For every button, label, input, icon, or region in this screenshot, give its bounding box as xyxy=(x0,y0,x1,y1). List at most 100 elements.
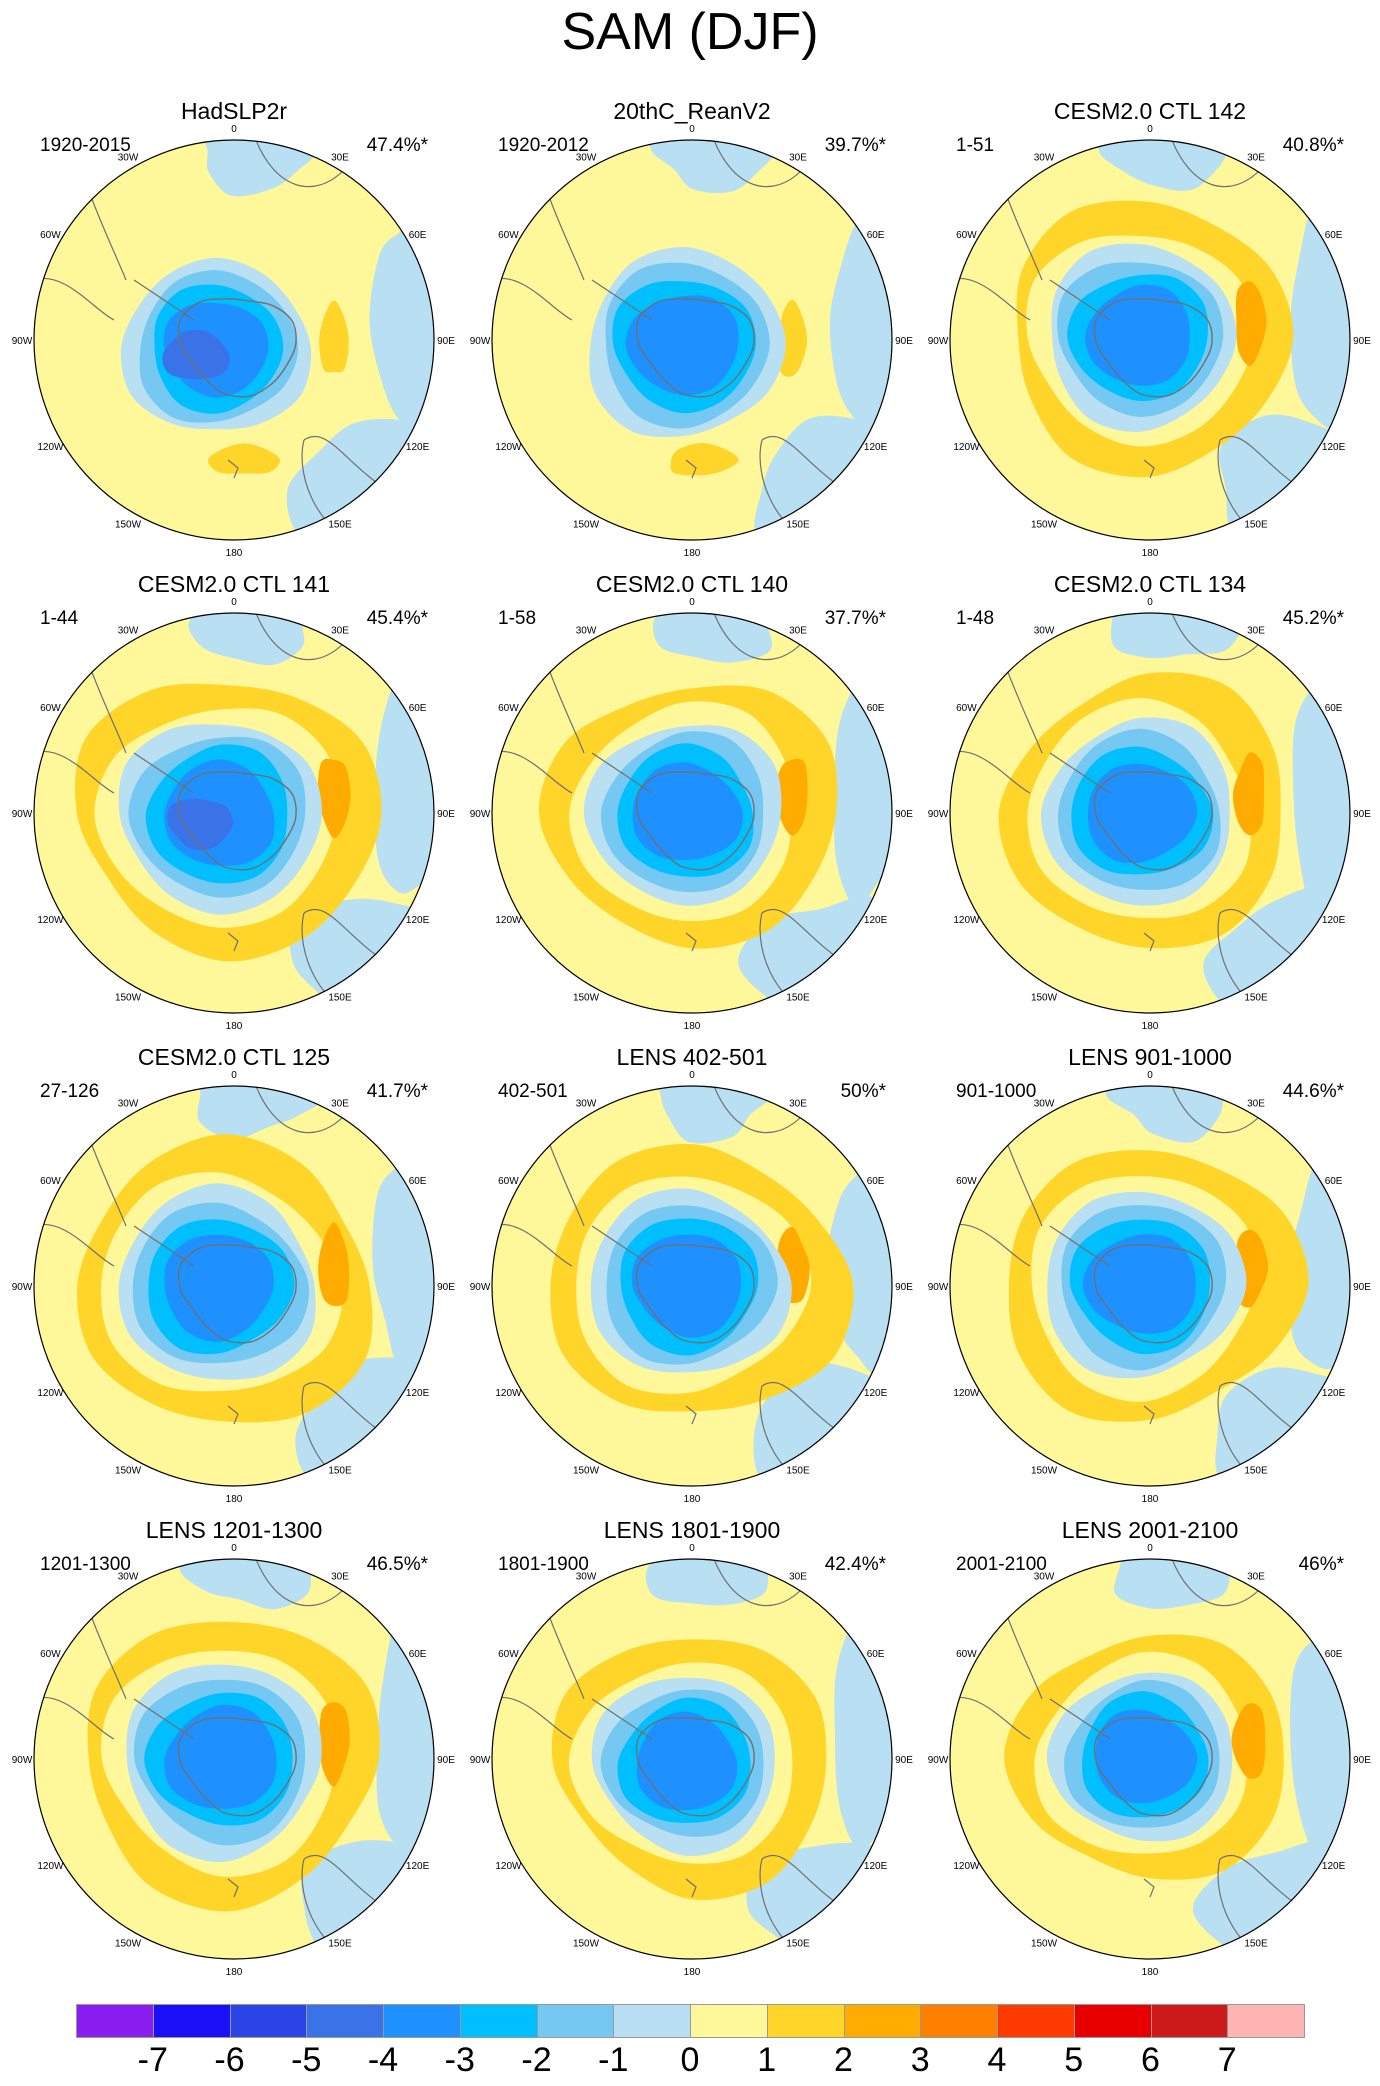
africa-coastline xyxy=(711,1559,803,1607)
longitude-label: 120E xyxy=(1322,1388,1346,1399)
colorbar-cell xyxy=(383,2004,461,2038)
africa-coastline xyxy=(253,613,345,661)
longitude-label: 150E xyxy=(1244,1466,1268,1477)
negative-core-level xyxy=(1085,284,1190,386)
longitude-label: 30W xyxy=(118,1098,139,1109)
longitude-label: 90W xyxy=(470,809,491,820)
strong-positive-spot xyxy=(1231,1703,1266,1779)
peninsula-coastline xyxy=(133,1225,195,1267)
africa-coastline xyxy=(253,1559,345,1607)
period-label: 27-126 xyxy=(40,1081,100,1102)
longitude-label: 30E xyxy=(331,1098,349,1109)
longitude-label: 90W xyxy=(928,809,949,820)
longitude-label: 150W xyxy=(1031,1466,1058,1477)
longitude-label: 30E xyxy=(789,152,807,163)
longitude-label: 180 xyxy=(1142,1021,1159,1029)
longitude-label: 60E xyxy=(867,703,885,714)
deep-negative-core xyxy=(167,798,233,850)
longitude-label: 180 xyxy=(226,1494,243,1502)
period-label: 1-58 xyxy=(498,608,537,629)
colorbar-cell xyxy=(152,2004,231,2038)
polar-map: 0 30E 60E 90E 120E 150E 180 150W 120W 90W 60W 30W xyxy=(12,1070,456,1502)
map-panel: 0 30E 60E 90E 120E 150E 180 150W 120W 90W 60W 30W LE… xyxy=(920,1515,1380,1975)
weak-negative-patch xyxy=(1290,1638,1350,1852)
longitude-label: 180 xyxy=(226,1021,243,1029)
africa-coastline xyxy=(1169,140,1261,188)
longitude-label: 90E xyxy=(895,1282,913,1293)
longitude-label: 180 xyxy=(684,1494,701,1502)
antarctica-coastline xyxy=(635,1717,755,1817)
longitude-label: 120E xyxy=(1322,442,1346,453)
longitude-label: 90E xyxy=(437,809,455,820)
weak-negative-patch xyxy=(1098,140,1232,191)
contour-field xyxy=(492,140,892,540)
longitude-label: 150W xyxy=(1031,993,1058,1004)
longitude-label: 120W xyxy=(953,442,980,453)
longitude-label: 180 xyxy=(1142,1494,1159,1502)
contour-field xyxy=(492,1559,892,1959)
strong-positive-spot xyxy=(317,758,351,839)
longitude-label: 30E xyxy=(331,625,349,636)
longitude-label: 60W xyxy=(498,1649,519,1660)
colorbar-tick-label: -4 xyxy=(367,2041,399,2079)
africa-coastline xyxy=(253,1086,345,1134)
map-boundary xyxy=(33,612,435,1014)
longitude-label: 150E xyxy=(786,520,810,531)
longitude-label: 90E xyxy=(895,336,913,347)
antarctica-coastline xyxy=(635,771,755,871)
map-boundary xyxy=(33,139,435,541)
weak-negative-patch xyxy=(834,685,892,908)
longitude-label: 120E xyxy=(1322,915,1346,926)
longitude-label: 30E xyxy=(789,625,807,636)
longitude-label: 150E xyxy=(328,993,352,1004)
panel-title: LENS 402-501 xyxy=(616,1044,768,1070)
longitude-label: 120W xyxy=(953,1388,980,1399)
longitude-label: 60E xyxy=(409,1649,427,1660)
longitude-label: 90W xyxy=(470,1282,491,1293)
figure-title: SAM (DJF) xyxy=(561,3,819,61)
antarctica-coastline xyxy=(635,298,755,398)
longitude-label: 0 xyxy=(231,597,237,608)
new-zealand-coastline xyxy=(1143,932,1155,952)
longitude-label: 90W xyxy=(928,1282,949,1293)
panel-title: CESM2.0 CTL 125 xyxy=(137,1044,331,1070)
longitude-label: 120E xyxy=(864,915,888,926)
longitude-label: 90W xyxy=(12,1282,33,1293)
colorbar-cell xyxy=(1073,2004,1152,2038)
polar-map: 0 30E 60E 90E 120E 150E 180 150W 120W 90W 60W 30W xyxy=(928,1543,1372,1975)
longitude-label: 30W xyxy=(118,152,139,163)
map-panel: 0 30E 60E 90E 120E 150E 180 150W 120W 90W 60W 30W LE… xyxy=(920,1042,1380,1502)
map-boundary xyxy=(491,139,893,541)
longitude-label: 90E xyxy=(1353,1282,1371,1293)
longitude-label: 60E xyxy=(867,230,885,241)
longitude-label: 60W xyxy=(40,703,61,714)
longitude-label: 150W xyxy=(573,520,600,531)
polar-map: 0 30E 60E 90E 120E 150E 180 150W 120W 90W 60W 30W xyxy=(470,1543,914,1975)
colorbar-cell xyxy=(920,2004,998,2038)
colorbar-tick-label: -1 xyxy=(598,2041,629,2079)
longitude-label: 120E xyxy=(1322,1861,1346,1872)
longitude-label: 0 xyxy=(689,124,695,135)
map-boundary xyxy=(491,1085,893,1487)
longitude-label: 90W xyxy=(928,336,949,347)
longitude-label: 90W xyxy=(470,1755,491,1766)
period-label: 402-501 xyxy=(498,1081,568,1102)
map-boundary xyxy=(949,1085,1351,1487)
contour-field xyxy=(34,613,434,1013)
negative-core-level xyxy=(632,762,743,860)
polar-map: 0 30E 60E 90E 120E 150E 180 150W 120W 90W 60W 30W xyxy=(928,1070,1372,1502)
deep-negative-core xyxy=(162,329,230,380)
longitude-label: 30W xyxy=(576,152,597,163)
longitude-label: 30W xyxy=(1034,1098,1055,1109)
longitude-label: 120W xyxy=(37,442,64,453)
contour-field xyxy=(950,613,1350,1013)
panel-title: LENS 1801-1900 xyxy=(603,1517,781,1543)
weak-negative-patch xyxy=(301,1840,434,1959)
longitude-label: 120W xyxy=(495,1388,522,1399)
longitude-label: 60E xyxy=(409,1176,427,1187)
variance-label: 37.7%* xyxy=(824,608,886,629)
negative-core-level xyxy=(164,1704,277,1809)
polar-map: 0 30E 60E 90E 120E 150E 180 150W 120W 90W 60W 30W xyxy=(12,1543,456,1975)
negative-core-level xyxy=(631,1234,741,1338)
longitude-label: 60E xyxy=(1325,703,1343,714)
